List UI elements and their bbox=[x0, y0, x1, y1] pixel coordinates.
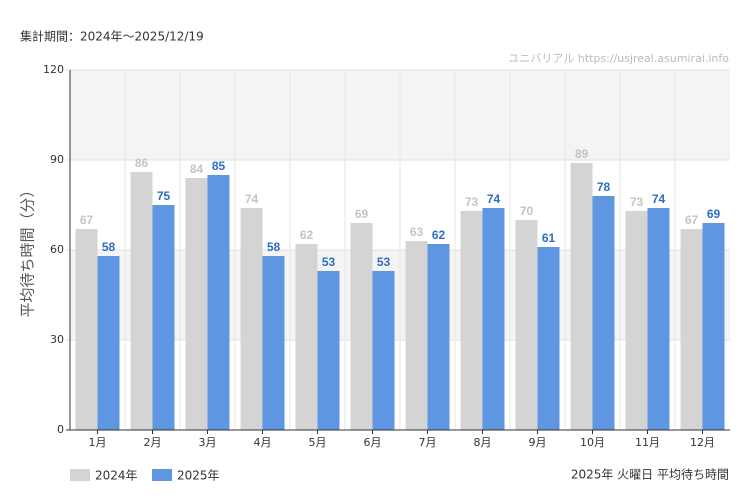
x-tick-label: 7月 bbox=[419, 436, 437, 449]
x-tick-label: 4月 bbox=[254, 436, 272, 449]
chart-subtitle: 集計期間：2024年～2025/12/19 bbox=[20, 29, 204, 44]
value-label: 70 bbox=[520, 204, 534, 218]
value-label: 73 bbox=[465, 195, 479, 209]
x-tick-label: 8月 bbox=[474, 436, 492, 449]
y-axis-label: 平均待ち時間（分） bbox=[19, 182, 37, 317]
value-label: 58 bbox=[267, 240, 281, 254]
x-tick-label: 11月 bbox=[635, 436, 660, 449]
bar bbox=[592, 196, 615, 430]
value-label: 61 bbox=[542, 231, 556, 245]
value-label: 74 bbox=[652, 192, 666, 206]
value-label: 69 bbox=[707, 207, 721, 221]
value-label: 74 bbox=[487, 192, 501, 206]
bar bbox=[647, 208, 670, 430]
legend-label: 2025年 bbox=[177, 469, 220, 483]
watermark: ユニバリアル https://usjreal.asumirai.info bbox=[508, 52, 729, 65]
bar bbox=[207, 175, 230, 430]
x-tick-label: 9月 bbox=[529, 436, 547, 449]
x-tick-label: 1月 bbox=[89, 436, 107, 449]
bar bbox=[185, 178, 208, 430]
value-label: 86 bbox=[135, 156, 149, 170]
value-label: 84 bbox=[190, 162, 204, 176]
x-tick-label: 6月 bbox=[364, 436, 382, 449]
bar bbox=[405, 241, 428, 430]
bar bbox=[317, 271, 340, 430]
bar bbox=[295, 244, 318, 430]
bar bbox=[460, 211, 483, 430]
bar bbox=[152, 205, 175, 430]
y-tick-label: 90 bbox=[50, 153, 64, 166]
bar bbox=[240, 208, 263, 430]
bar bbox=[130, 172, 153, 430]
value-label: 58 bbox=[102, 240, 116, 254]
value-label: 53 bbox=[322, 255, 336, 269]
value-label: 85 bbox=[212, 159, 226, 173]
x-tick-label: 3月 bbox=[199, 436, 217, 449]
y-tick-label: 60 bbox=[50, 243, 64, 256]
y-tick-label: 0 bbox=[57, 423, 64, 436]
bar bbox=[537, 247, 560, 430]
value-label: 62 bbox=[432, 228, 446, 242]
bar bbox=[570, 163, 593, 430]
x-tick-label: 10月 bbox=[580, 436, 605, 449]
bar bbox=[372, 271, 395, 430]
legend-swatch bbox=[70, 469, 90, 481]
y-tick-label: 120 bbox=[43, 63, 64, 76]
value-label: 63 bbox=[410, 225, 424, 239]
value-label: 73 bbox=[630, 195, 644, 209]
bar bbox=[515, 220, 538, 430]
value-label: 69 bbox=[355, 207, 369, 221]
value-label: 62 bbox=[300, 228, 314, 242]
bar bbox=[350, 223, 373, 430]
x-tick-label: 12月 bbox=[690, 436, 715, 449]
value-label: 67 bbox=[685, 213, 699, 227]
bar bbox=[482, 208, 505, 430]
caption: 2025年 火曜日 平均待ち時間 bbox=[571, 468, 729, 482]
bar bbox=[625, 211, 648, 430]
value-label: 74 bbox=[245, 192, 259, 206]
value-label: 89 bbox=[575, 147, 589, 161]
value-label: 78 bbox=[597, 180, 611, 194]
legend-swatch bbox=[152, 469, 172, 481]
value-label: 67 bbox=[80, 213, 94, 227]
x-tick-label: 5月 bbox=[309, 436, 327, 449]
value-label: 53 bbox=[377, 255, 391, 269]
y-tick-label: 30 bbox=[50, 333, 64, 346]
x-tick-label: 2月 bbox=[144, 436, 162, 449]
bar bbox=[427, 244, 450, 430]
value-label: 75 bbox=[157, 189, 171, 203]
bar bbox=[75, 229, 98, 430]
bar bbox=[680, 229, 703, 430]
bar bbox=[97, 256, 120, 430]
bar bbox=[702, 223, 725, 430]
bar bbox=[262, 256, 285, 430]
legend-label: 2024年 bbox=[95, 469, 138, 483]
